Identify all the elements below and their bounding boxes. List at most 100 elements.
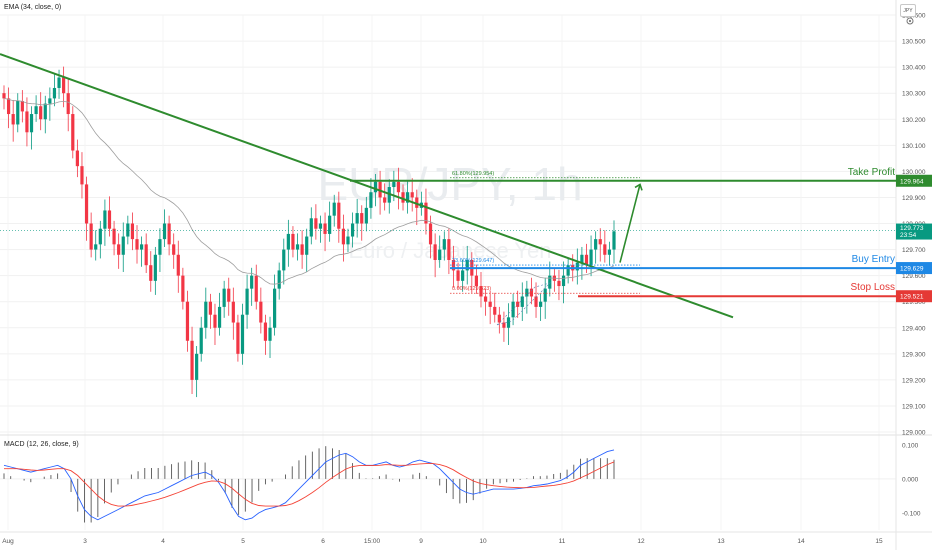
price-tick-label: 129.900: [902, 195, 926, 202]
candle: [364, 196, 368, 232]
ema-indicator-label[interactable]: EMA (34, close, 0): [4, 4, 62, 11]
candle: [415, 189, 419, 226]
candle: [360, 205, 364, 241]
fib-label: 0.00%(129.523): [452, 286, 491, 292]
candle: [43, 95, 47, 134]
candle-body: [603, 244, 607, 255]
candle: [295, 233, 300, 261]
candle: [121, 222, 125, 272]
candle: [456, 262, 460, 289]
candle-body: [227, 288, 231, 302]
candle: [231, 287, 235, 340]
buy_entry-price-text: 129.629: [900, 266, 924, 273]
time-tick-label: 15: [875, 538, 883, 545]
candle-body: [213, 314, 217, 328]
candle: [181, 267, 185, 310]
candle-body: [548, 275, 552, 289]
candle: [71, 106, 75, 159]
candle-body: [126, 223, 130, 237]
take_profit-price-text: 129.964: [900, 178, 924, 185]
candle-body: [217, 306, 222, 328]
candle-body: [11, 114, 15, 125]
candle-body: [71, 114, 75, 151]
currency-label: JPY: [900, 4, 916, 17]
candle: [286, 219, 290, 267]
candle-body: [566, 265, 570, 276]
candle-body: [84, 184, 89, 224]
candle: [383, 183, 387, 211]
current-price-value: 129.773: [900, 225, 924, 232]
candle: [548, 261, 552, 297]
candle: [25, 97, 29, 147]
candle-body: [415, 197, 419, 208]
candle-body: [341, 228, 345, 245]
candle: [483, 288, 488, 316]
candle-body: [575, 262, 579, 271]
candle: [158, 228, 162, 272]
candle: [309, 207, 313, 245]
candle: [117, 233, 121, 269]
candle: [190, 326, 194, 394]
candle: [438, 235, 442, 268]
candle-body: [410, 192, 414, 198]
candle: [167, 215, 171, 256]
candle-body: [268, 327, 272, 341]
candle-body: [6, 98, 11, 115]
candle: [424, 188, 428, 235]
candle: [34, 95, 38, 122]
current-price-tag: [896, 223, 932, 240]
candle-body: [300, 244, 304, 255]
arrow-head: [634, 183, 643, 191]
candle: [2, 85, 6, 110]
candle-body: [493, 306, 497, 315]
candle-body: [369, 192, 373, 208]
candle-body: [447, 239, 451, 260]
candle: [291, 226, 295, 258]
candle: [213, 303, 217, 345]
macd-indicator-label[interactable]: MACD (12, 26, close, 9): [4, 441, 79, 448]
candle-body: [328, 215, 332, 234]
buy_entry-price-tag: [896, 262, 932, 275]
time-tick-label: 3: [83, 538, 87, 545]
take_profit-label: Take Profit: [848, 167, 895, 178]
candle-body: [424, 202, 428, 224]
candle-body: [511, 301, 515, 318]
candle: [566, 257, 570, 284]
candle: [139, 236, 144, 267]
candle-body: [57, 77, 61, 88]
candle: [195, 345, 199, 398]
candle-body: [392, 181, 396, 188]
candle: [447, 228, 451, 275]
take_profit-price-tag: [896, 174, 932, 187]
candle: [217, 292, 222, 336]
candle: [144, 233, 148, 274]
candle: [401, 184, 405, 211]
candle-body: [465, 259, 469, 271]
candle-body: [483, 296, 488, 302]
price-tick-label: 130.200: [902, 117, 926, 124]
macd-tick-label: 0.000: [902, 476, 919, 483]
candle-body: [176, 254, 180, 276]
candles: [2, 66, 616, 398]
candle-body: [254, 275, 258, 302]
candle: [607, 241, 612, 266]
gear-icon[interactable]: [905, 16, 915, 26]
candle-body: [529, 288, 534, 297]
candle-body: [305, 236, 309, 255]
candle-body: [121, 236, 125, 255]
candle-body: [240, 314, 245, 354]
candle: [406, 181, 410, 214]
candle-body: [438, 249, 442, 260]
price-tick-label: 130.100: [902, 143, 926, 150]
candle: [493, 292, 497, 323]
macd-tick-label: -0.100: [902, 510, 921, 517]
stop_loss-price-tag: [896, 290, 932, 303]
candle-body: [20, 101, 24, 112]
candle: [318, 215, 323, 243]
candle-body: [318, 223, 323, 229]
candle-body: [259, 301, 263, 323]
time-tick-label: 14: [797, 538, 805, 545]
candle: [337, 191, 341, 243]
